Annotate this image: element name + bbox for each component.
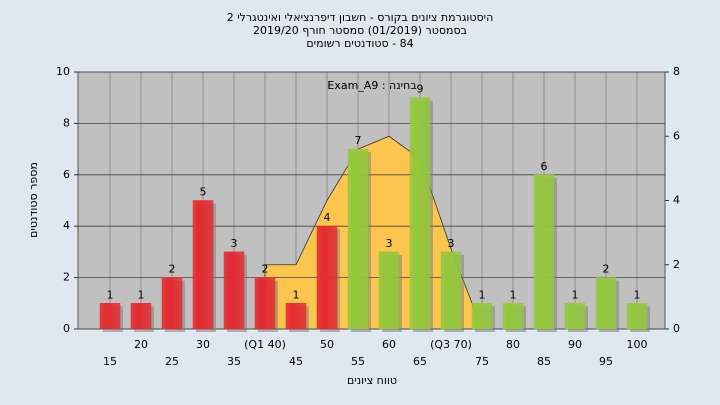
value-label: 2 <box>262 263 269 276</box>
x-axis-label: טווח ציונים <box>347 374 397 387</box>
chart-subtitle: 84 - סטודנטים רשומים <box>306 37 413 50</box>
chart-title: היסטוגרמת ציונים בקורס - חשבון דיפרנציאל… <box>227 11 494 24</box>
value-label: 1 <box>510 288 517 301</box>
bar <box>223 251 245 330</box>
y-tick-label: 4 <box>63 219 70 232</box>
value-label: 2 <box>603 263 610 276</box>
annotation: בחינה : Exam_A9 <box>327 79 416 92</box>
value-label: 1 <box>572 288 579 301</box>
bar <box>378 251 400 330</box>
y-tick-label: 8 <box>63 116 70 129</box>
x-tick-label: 90 <box>568 338 582 351</box>
y-tick-label: 10 <box>56 65 70 78</box>
x-tick-label: 75 <box>475 355 489 368</box>
y-axis-label: מספר סטודנטים <box>27 162 40 238</box>
x-tick-label: 15 <box>103 355 117 368</box>
value-label: 3 <box>448 237 455 250</box>
bar <box>409 97 431 330</box>
x-tick-label: 85 <box>537 355 551 368</box>
bar <box>254 277 276 330</box>
x-tick-label: 30 <box>196 338 210 351</box>
bar <box>564 303 586 330</box>
bar <box>285 303 307 330</box>
value-label: 1 <box>293 288 300 301</box>
bar <box>502 303 524 330</box>
x-tick-label: 20 <box>134 338 148 351</box>
value-label: 2 <box>169 263 176 276</box>
value-label: 9 <box>417 83 424 96</box>
value-label: 1 <box>107 288 114 301</box>
value-label: 5 <box>200 186 207 199</box>
x-tick-label: (Q3 70) <box>430 338 472 351</box>
y2-tick-label: 0 <box>673 322 680 335</box>
value-label: 1 <box>634 288 641 301</box>
bar <box>130 303 152 330</box>
bar <box>533 174 555 330</box>
bar <box>192 200 214 330</box>
value-label: 4 <box>324 211 331 224</box>
y-tick-label: 0 <box>63 322 70 335</box>
value-label: 3 <box>231 237 238 250</box>
value-label: 1 <box>479 288 486 301</box>
y-tick-label: 2 <box>63 271 70 284</box>
value-label: 1 <box>138 288 145 301</box>
value-label: 3 <box>386 237 393 250</box>
bar <box>440 251 462 330</box>
x-tick-label: 100 <box>627 338 648 351</box>
y2-tick-label: 6 <box>673 129 680 142</box>
bar <box>626 303 648 330</box>
y2-tick-label: 2 <box>673 258 680 271</box>
x-tick-label: 65 <box>413 355 427 368</box>
value-label: 7 <box>355 134 362 147</box>
bar <box>161 277 183 330</box>
y2-tick-label: 4 <box>673 194 680 207</box>
y2-tick-label: 8 <box>673 65 680 78</box>
x-tick-label: 50 <box>320 338 334 351</box>
x-tick-label: 60 <box>382 338 396 351</box>
bar <box>471 303 493 330</box>
x-tick-label: (Q1 40) <box>244 338 286 351</box>
y-tick-label: 6 <box>63 168 70 181</box>
x-tick-label: 25 <box>165 355 179 368</box>
bar <box>595 277 617 330</box>
x-tick-label: 35 <box>227 355 241 368</box>
x-tick-label: 95 <box>599 355 613 368</box>
x-tick-label: 45 <box>289 355 303 368</box>
x-tick-label: 80 <box>506 338 520 351</box>
bar <box>347 148 369 330</box>
value-label: 6 <box>541 160 548 173</box>
bar <box>99 303 121 330</box>
chart-subtitle: בסמסטר (01/2019) סמסטר חורף 2019/20 <box>253 24 467 37</box>
bar <box>316 225 338 330</box>
x-tick-label: 55 <box>351 355 365 368</box>
